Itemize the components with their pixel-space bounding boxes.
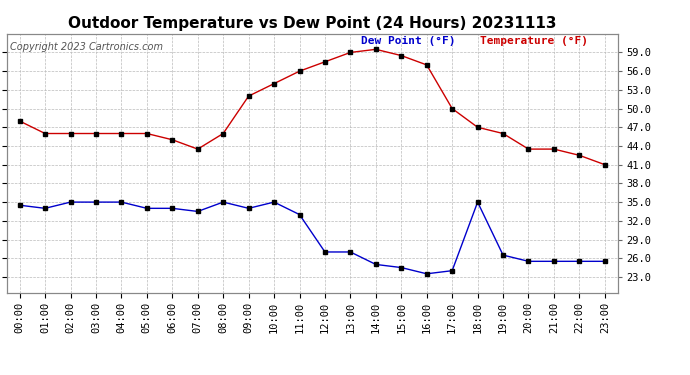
Text: Copyright 2023 Cartronics.com: Copyright 2023 Cartronics.com bbox=[10, 42, 163, 51]
Title: Outdoor Temperature vs Dew Point (24 Hours) 20231113: Outdoor Temperature vs Dew Point (24 Hou… bbox=[68, 16, 556, 31]
Text: Dew Point (°F): Dew Point (°F) bbox=[361, 36, 455, 46]
Text: Temperature (°F): Temperature (°F) bbox=[480, 36, 588, 46]
